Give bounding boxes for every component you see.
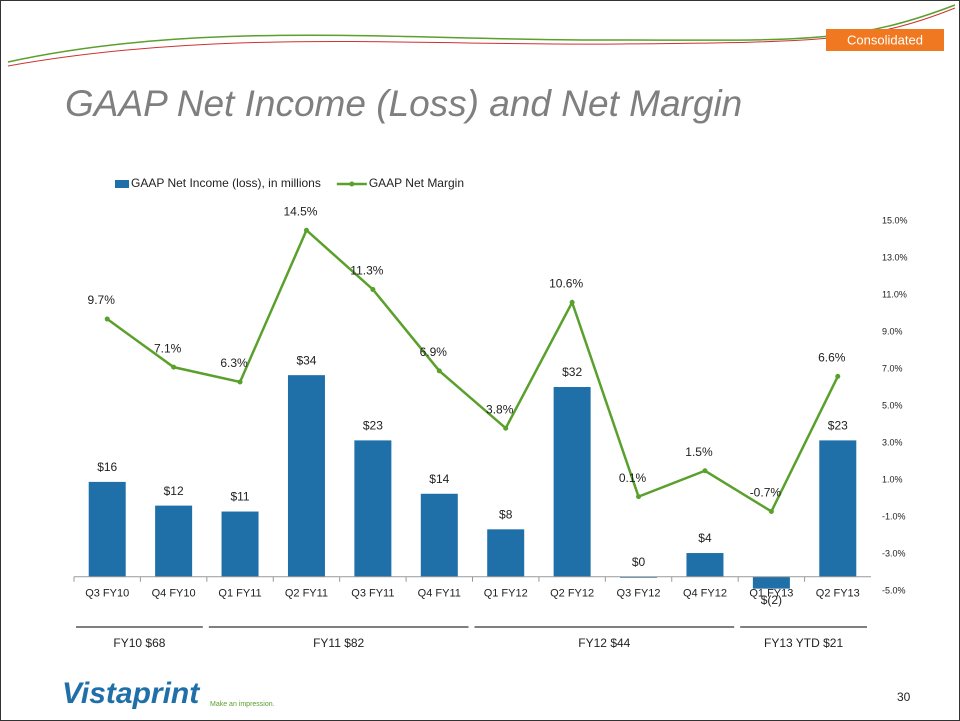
line-point: [237, 379, 243, 385]
y2-tick-label: 1.0%: [882, 474, 903, 484]
line-label: 6.6%: [818, 351, 846, 365]
bar-label: $0: [632, 555, 646, 569]
legend-label: GAAP Net Income (loss), in millions: [131, 176, 321, 190]
line-point: [702, 468, 708, 474]
y2-tick-label: 11.0%: [882, 289, 907, 299]
bar-label: $16: [97, 460, 117, 474]
bar-label: $23: [828, 419, 848, 433]
group-label: FY11 $82: [313, 636, 364, 650]
bar: [354, 440, 392, 577]
bar: [487, 529, 525, 577]
line-label: -0.7%: [750, 486, 782, 500]
y2-tick-label: 9.0%: [882, 326, 903, 336]
line-point: [636, 494, 642, 500]
bar: [420, 493, 458, 577]
line-point: [569, 299, 575, 305]
x-tick-label: Q3 FY11: [351, 588, 394, 600]
bar: [221, 511, 259, 577]
line-point: [370, 286, 376, 292]
line-label: 10.6%: [549, 277, 583, 291]
bar-label: $(2): [761, 593, 782, 607]
group-label: FY13 YTD $21: [764, 636, 843, 650]
y2-tick-label: 5.0%: [882, 400, 903, 410]
bar: [553, 387, 591, 577]
line-point: [104, 316, 110, 322]
legend-swatch: [349, 181, 355, 187]
line: [106, 228, 839, 514]
x-tick-label: Q4 FY12: [683, 588, 727, 600]
bar: [287, 375, 325, 577]
badge: Consolidated: [847, 32, 923, 47]
x-tick-label: Q2 FY13: [816, 588, 860, 600]
line-point: [303, 227, 309, 233]
line-label: 9.7%: [88, 293, 116, 307]
y2-tick-label: -5.0%: [882, 585, 906, 595]
line-label: 11.3%: [350, 264, 383, 278]
chart-title: GAAP Net Income (Loss) and Net Margin: [65, 83, 742, 124]
line-point: [503, 425, 509, 431]
line-label: 0.1%: [619, 471, 647, 485]
y2-tick-label: 15.0%: [882, 215, 908, 225]
legend-label: GAAP Net Margin: [369, 176, 464, 190]
y2-tick-label: 3.0%: [882, 437, 903, 447]
bar-label: $8: [499, 508, 513, 522]
bar: [155, 505, 193, 577]
legend-swatch: [115, 180, 129, 188]
bar: [819, 440, 857, 577]
x-tick-label: Q3 FY12: [617, 588, 661, 600]
bar-label: $14: [429, 472, 449, 486]
group-label: FY12 $44: [578, 636, 630, 650]
x-tick-label: Q1 FY13: [749, 588, 793, 600]
x-tick-label: Q1 FY11: [218, 588, 261, 600]
y2-tick-label: -3.0%: [882, 548, 906, 558]
bar-label: $34: [296, 353, 316, 367]
x-tick-label: Q2 FY12: [550, 588, 594, 600]
bar-label: $4: [698, 531, 712, 545]
line-label: 6.9%: [420, 345, 448, 359]
bar-label: $32: [562, 365, 582, 379]
group-label: FY10 $68: [113, 636, 165, 650]
page-number: 30: [897, 690, 911, 704]
y2-tick-label: 13.0%: [882, 252, 908, 262]
y2-tick-label: 7.0%: [882, 363, 903, 373]
bar: [686, 553, 724, 577]
line-label: 7.1%: [154, 341, 182, 355]
bar: [88, 481, 126, 577]
line-label: 3.8%: [486, 402, 514, 416]
line-point: [436, 368, 442, 374]
x-tick-label: Q2 FY11: [285, 588, 328, 600]
line-label: 6.3%: [220, 356, 248, 370]
y2-tick-label: -1.0%: [882, 511, 906, 521]
line-label: 1.5%: [685, 445, 713, 459]
logo: Vistaprint: [62, 677, 201, 710]
bar-label: $11: [230, 490, 249, 504]
badge-box: [826, 29, 944, 51]
x-tick-label: Q3 FY10: [85, 588, 129, 600]
x-tick-label: Q4 FY10: [152, 588, 196, 600]
bar-label: $23: [363, 419, 383, 433]
line-point: [835, 373, 841, 379]
bar: [752, 576, 790, 589]
line-point: [171, 364, 177, 370]
bar-label: $12: [164, 484, 184, 498]
line-label: 14.5%: [283, 204, 317, 218]
line-point: [768, 508, 774, 514]
logo-tagline: Make an impression.: [210, 701, 275, 708]
x-tick-label: Q1 FY12: [484, 588, 528, 600]
x-tick-label: Q4 FY11: [418, 588, 461, 600]
